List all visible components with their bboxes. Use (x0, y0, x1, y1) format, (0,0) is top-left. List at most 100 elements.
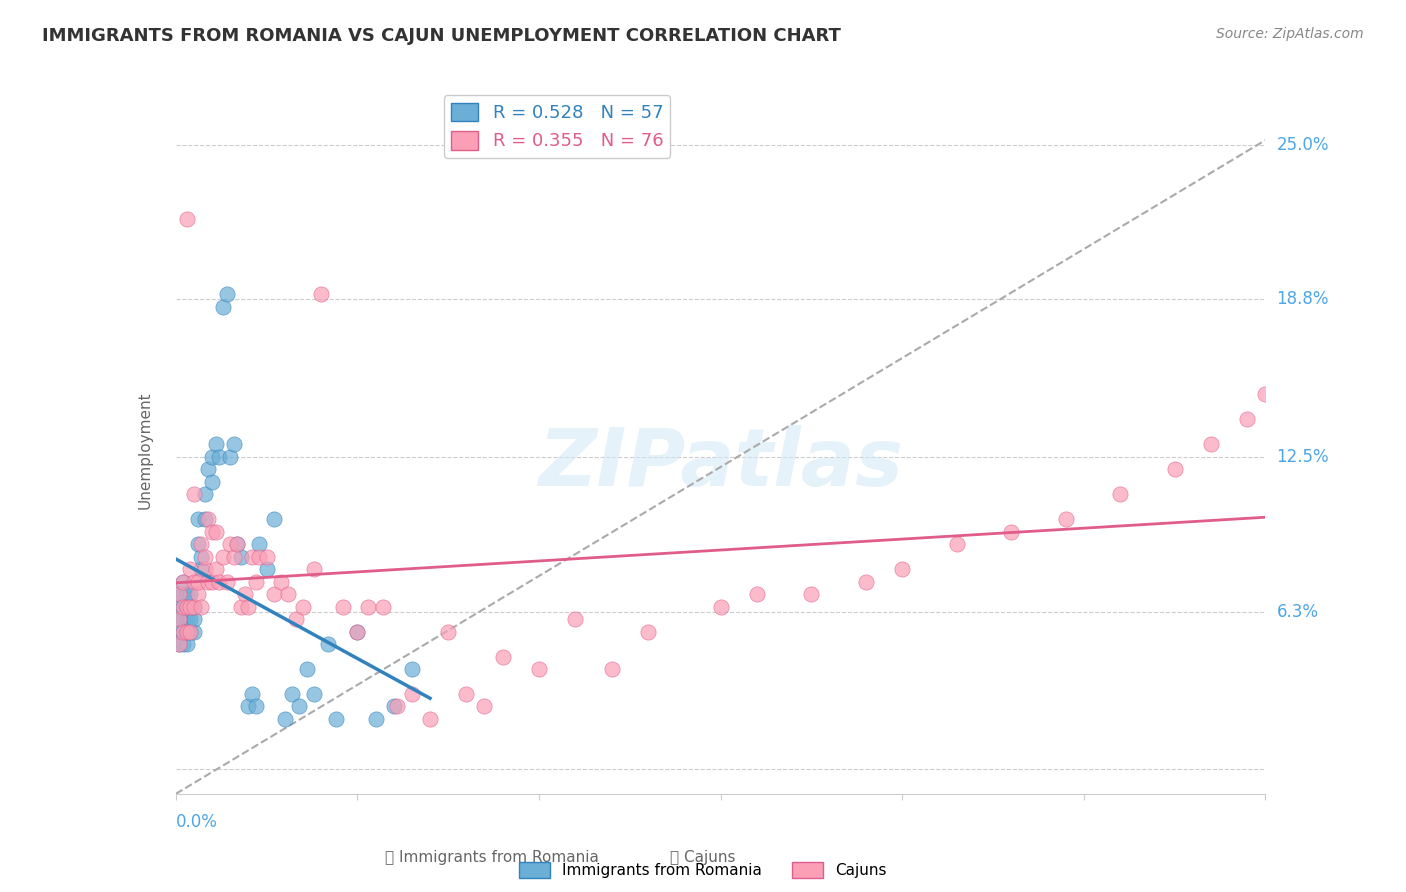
Point (176, 612, 198, 626)
Point (190, 562, 212, 576)
Point (256, 549, 278, 564)
Point (263, 587, 285, 601)
Point (172, 599, 194, 614)
Point (197, 574, 219, 589)
Point (179, 599, 201, 614)
Point (274, 712, 297, 726)
Point (179, 624, 201, 639)
Point (710, 599, 733, 614)
Point (197, 462, 219, 476)
Point (176, 624, 198, 639)
Point (219, 450, 242, 464)
Point (245, 574, 267, 589)
Point (401, 687, 423, 701)
Point (318, 637, 340, 651)
Point (222, 437, 245, 451)
Point (238, 599, 260, 614)
Point (169, 587, 191, 601)
Point (186, 587, 209, 601)
Point (346, 624, 368, 639)
Point (176, 624, 198, 639)
Point (238, 699, 260, 714)
Point (437, 624, 460, 639)
Point (401, 662, 423, 676)
Point (183, 624, 205, 639)
Point (194, 562, 217, 576)
Point (1163, 462, 1185, 476)
Point (600, 662, 623, 676)
Point (186, 574, 209, 589)
Point (231, 549, 253, 564)
Point (204, 524, 226, 539)
Point (1236, 412, 1258, 426)
Point (194, 549, 217, 564)
Point (222, 549, 245, 564)
Point (302, 562, 325, 576)
Point (855, 574, 877, 589)
Point (172, 574, 194, 589)
Point (270, 574, 292, 589)
Point (204, 437, 226, 451)
Point (219, 537, 242, 551)
Point (247, 537, 270, 551)
Point (176, 599, 198, 614)
Point (245, 699, 267, 714)
Point (169, 637, 191, 651)
Y-axis label: Unemployment: Unemployment (138, 392, 152, 509)
Point (291, 599, 314, 614)
Point (172, 612, 194, 626)
Point (172, 637, 194, 651)
Point (240, 687, 263, 701)
Point (190, 537, 212, 551)
Point (226, 537, 249, 551)
Point (201, 574, 224, 589)
Point (176, 637, 198, 651)
Point (208, 574, 231, 589)
Point (179, 587, 201, 601)
Point (169, 587, 191, 601)
Point (190, 549, 212, 564)
Point (169, 637, 191, 651)
Point (1199, 437, 1222, 451)
Text: Source: ZipAtlas.com: Source: ZipAtlas.com (1216, 27, 1364, 41)
Legend: Immigrants from Romania, Cajuns: Immigrants from Romania, Cajuns (513, 856, 893, 884)
Point (371, 599, 394, 614)
Point (263, 512, 285, 526)
Point (564, 612, 586, 626)
Point (179, 612, 201, 626)
Point (201, 524, 224, 539)
Point (183, 599, 205, 614)
Point (1000, 524, 1022, 539)
Point (240, 549, 263, 564)
Point (474, 699, 496, 714)
Text: 6.3%: 6.3% (1277, 603, 1319, 621)
Point (945, 537, 967, 551)
Point (197, 512, 219, 526)
Text: 18.8%: 18.8% (1277, 291, 1329, 309)
Point (172, 574, 194, 589)
Point (309, 287, 332, 301)
Text: 0.0%: 0.0% (176, 814, 218, 831)
Point (179, 599, 201, 614)
Point (179, 562, 201, 576)
Point (277, 587, 299, 601)
Legend: R = 0.528   N = 57, R = 0.355   N = 76: R = 0.528 N = 57, R = 0.355 N = 76 (444, 95, 671, 158)
Point (527, 662, 550, 676)
Point (208, 450, 231, 464)
Point (256, 562, 278, 576)
Point (288, 699, 311, 714)
Point (387, 699, 409, 714)
Point (281, 687, 304, 701)
Point (325, 712, 347, 726)
Point (201, 475, 224, 489)
Point (183, 487, 205, 501)
Point (215, 287, 238, 301)
Text: 25.0%: 25.0% (1277, 136, 1329, 153)
Point (332, 599, 354, 614)
Point (215, 574, 238, 589)
Point (169, 599, 191, 614)
Text: ZIPatlas: ZIPatlas (538, 425, 903, 503)
Point (212, 300, 235, 314)
Point (201, 450, 224, 464)
Point (302, 687, 325, 701)
